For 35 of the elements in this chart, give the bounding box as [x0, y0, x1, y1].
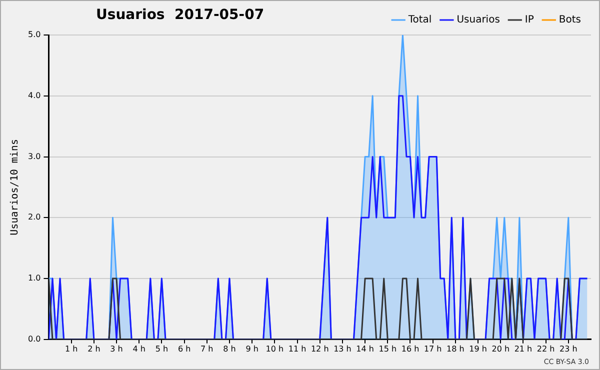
x-tick-label: 19 h	[469, 344, 487, 354]
x-tick-label: 4 h	[132, 344, 146, 354]
y-tick-label: 2.0	[28, 212, 41, 222]
x-tick-label: 10 h	[266, 344, 284, 354]
x-tick-label: 3 h	[110, 344, 123, 354]
y-tick-label: 5.0	[28, 30, 41, 40]
x-tick-label: 11 h	[288, 344, 306, 354]
x-tick-label: 20 h	[492, 344, 510, 354]
legend-label: Bots	[558, 14, 581, 26]
x-tick-label: 8 h	[223, 344, 236, 354]
x-tick-label: 1 h	[64, 344, 78, 354]
x-tick-label: 6 h	[178, 344, 191, 354]
chart-title: Usuarios 2017-05-07	[96, 7, 264, 23]
x-tick-label: 14 h	[356, 344, 374, 354]
x-tick-label: 16 h	[401, 344, 420, 354]
x-tick-label: 21 h	[514, 344, 532, 354]
y-tick-label: 4.0	[28, 90, 41, 100]
y-tick-label: 1.0	[28, 274, 41, 283]
x-tick-label: 7 h	[200, 344, 214, 354]
legend-label: Total	[407, 14, 432, 26]
x-tick-label: 13 h	[334, 344, 352, 354]
x-tick-label: 5 h	[155, 344, 168, 354]
x-tick-label: 9 h	[246, 344, 258, 354]
legend-label: IP	[524, 14, 534, 26]
x-tick-label: 12 h	[310, 344, 329, 354]
y-axis-title: Usuarios/10 mins	[10, 139, 21, 236]
y-tick-label: 0.0	[28, 334, 41, 344]
legend-label: Usuarios	[456, 14, 500, 26]
x-tick-label: 22 h	[536, 344, 555, 354]
x-tick-label: 18 h	[446, 344, 464, 354]
x-tick-label: 15 h	[378, 344, 397, 354]
x-tick-label: 17 h	[424, 344, 442, 354]
x-tick-label: 2 h	[88, 344, 100, 354]
x-tick-label: 23 h	[560, 344, 578, 354]
y-tick-label: 3.0	[28, 152, 41, 161]
